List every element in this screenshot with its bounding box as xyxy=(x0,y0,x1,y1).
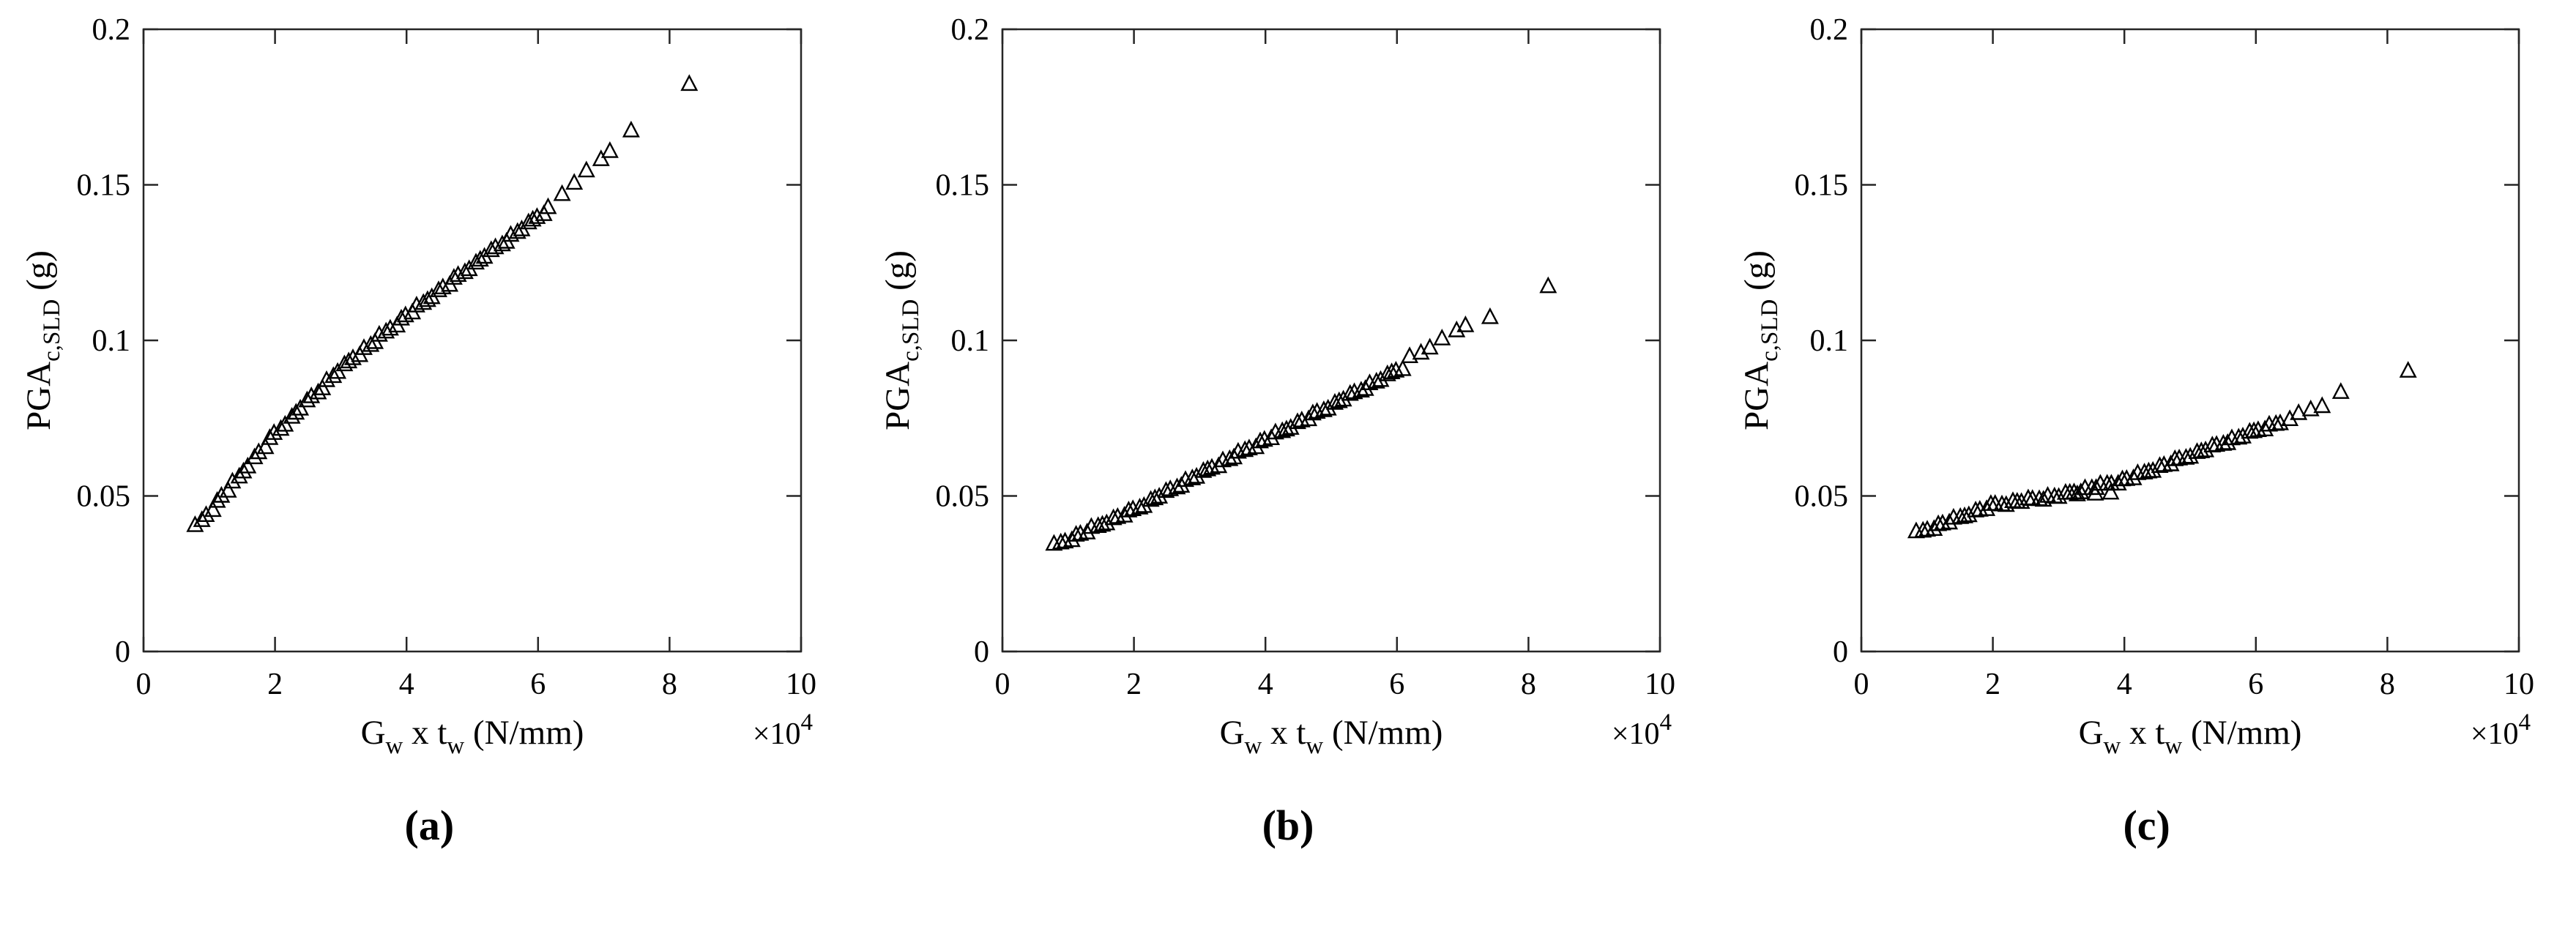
y-tick-label: 0.15 xyxy=(77,169,131,203)
y-tick-label: 0.2 xyxy=(92,13,131,47)
axes-box xyxy=(143,28,803,653)
x-axis-exponent-label: ×104 xyxy=(2470,709,2530,751)
chart-panel-c: 0 2 4 6 8 10 0 0.05 0.1 0.15 0.2 Gw x tw (N/mm) ×104… xyxy=(1717,7,2576,926)
scatter-plot-b: 0 2 4 6 8 10 0 0.05 0.1 0.15 0.2 Gw x tw (N/mm) ×104… xyxy=(879,13,1676,759)
scatter-plot-a: 0 2 4 6 8 10 0 0.05 0.1 0.15 0.2 Gw x tw (N/mm) ×104… xyxy=(20,13,817,759)
axes: 0 2 4 6 8 10 0 0.05 0.1 0.15 0.2 xyxy=(77,13,817,701)
y-tick-label: 0.2 xyxy=(951,13,990,47)
x-axis-exponent-label: ×104 xyxy=(753,709,813,751)
triangle-markers xyxy=(186,74,699,532)
scatter-series xyxy=(186,74,699,532)
chart-panel-a: 0 2 4 6 8 10 0 0.05 0.1 0.15 0.2 Gw x tw (N/mm) ×104… xyxy=(0,7,859,926)
y-axis-label: PGAc,SLD (g) xyxy=(1738,250,1783,430)
y-tick-label: 0.2 xyxy=(1809,13,1848,47)
axes: 0 2 4 6 8 10 0 0.05 0.1 0.15 0.2 xyxy=(936,13,1676,701)
x-tick-label: 8 xyxy=(662,668,677,701)
triangle-markers xyxy=(1907,361,2417,539)
x-tick-label: 10 xyxy=(2504,668,2534,701)
triangle-markers xyxy=(1045,276,1557,551)
y-tick-label: 0.05 xyxy=(936,480,990,514)
y-tick-label: 0.05 xyxy=(1794,480,1848,514)
x-tick-label: 0 xyxy=(1853,668,1869,701)
x-tick-label: 8 xyxy=(2380,668,2395,701)
x-tick-label: 4 xyxy=(2116,668,2132,701)
chart-panel-b: 0 2 4 6 8 10 0 0.05 0.1 0.15 0.2 Gw x tw (N/mm) ×104… xyxy=(859,7,1718,926)
axes: 0 2 4 6 8 10 0 0.05 0.1 0.15 0.2 xyxy=(1794,13,2534,701)
y-tick-label: 0.05 xyxy=(77,480,131,514)
x-axis-exponent-label: ×104 xyxy=(1612,709,1672,751)
panel-caption-a: (a) xyxy=(404,802,455,849)
x-tick-label: 8 xyxy=(1521,668,1536,701)
axes-box xyxy=(1860,28,2520,653)
x-tick-label: 2 xyxy=(1985,668,2000,701)
axes-box xyxy=(1001,28,1661,653)
y-axis-label: PGAc,SLD (g) xyxy=(20,250,65,430)
scatter-series xyxy=(1907,361,2417,539)
x-tick-label: 10 xyxy=(786,668,816,701)
panel-caption-b: (b) xyxy=(1262,802,1314,849)
y-tick-label: 0.1 xyxy=(951,324,990,358)
y-tick-label: 0 xyxy=(1833,635,1848,669)
x-tick-label: 6 xyxy=(1389,668,1404,701)
panel-caption-c: (c) xyxy=(2123,802,2170,849)
y-tick-label: 0.1 xyxy=(92,324,131,358)
x-tick-label: 0 xyxy=(136,668,152,701)
x-tick-label: 6 xyxy=(2248,668,2263,701)
x-tick-label: 0 xyxy=(995,668,1010,701)
scatter-series xyxy=(1045,276,1557,551)
y-tick-label: 0 xyxy=(974,635,989,669)
x-tick-label: 4 xyxy=(1258,668,1273,701)
x-axis-label: Gw x tw (N/mm) xyxy=(361,714,584,759)
x-tick-label: 6 xyxy=(531,668,546,701)
x-axis-label: Gw x tw (N/mm) xyxy=(1220,714,1443,759)
x-tick-label: 2 xyxy=(1126,668,1142,701)
y-tick-label: 0 xyxy=(115,635,130,669)
x-tick-label: 10 xyxy=(1645,668,1675,701)
x-axis-label: Gw x tw (N/mm) xyxy=(2078,714,2301,759)
y-axis-label: PGAc,SLD (g) xyxy=(879,250,924,430)
x-tick-label: 4 xyxy=(399,668,414,701)
x-tick-label: 2 xyxy=(267,668,283,701)
scatter-plot-c: 0 2 4 6 8 10 0 0.05 0.1 0.15 0.2 Gw x tw (N/mm) ×104… xyxy=(1738,13,2534,759)
y-tick-label: 0.15 xyxy=(1794,169,1848,203)
y-tick-label: 0.1 xyxy=(1809,324,1848,358)
y-tick-label: 0.15 xyxy=(936,169,990,203)
